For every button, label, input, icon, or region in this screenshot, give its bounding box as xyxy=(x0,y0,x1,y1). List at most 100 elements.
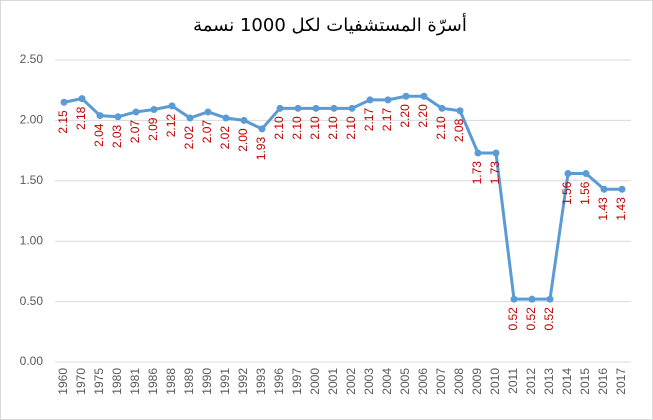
y-tick-label: 0.00 xyxy=(20,354,44,368)
x-tick-label: 1981 xyxy=(128,368,142,395)
data-point xyxy=(582,170,590,178)
data-label: 2.10 xyxy=(308,116,322,140)
x-tick-label: 1986 xyxy=(146,368,160,395)
data-point xyxy=(240,116,248,124)
data-point xyxy=(294,104,302,112)
data-point xyxy=(366,96,374,104)
x-tick-label: 2002 xyxy=(344,368,358,395)
y-tick-label: 2.00 xyxy=(20,113,44,127)
data-point xyxy=(168,102,176,110)
data-point xyxy=(456,107,464,115)
x-tick-label: 1997 xyxy=(290,368,304,395)
data-label: 0.52 xyxy=(524,307,538,331)
x-tick-label: 1970 xyxy=(74,368,88,395)
data-point xyxy=(384,96,392,104)
x-tick-label: 2005 xyxy=(398,368,412,395)
x-tick-label: 2011 xyxy=(506,368,520,394)
data-label: 2.04 xyxy=(92,123,106,147)
data-label: 1.43 xyxy=(614,197,628,221)
data-label: 2.17 xyxy=(380,108,394,132)
data-point xyxy=(600,185,608,193)
x-tick-label: 2012 xyxy=(524,368,538,395)
data-point xyxy=(258,125,266,133)
data-label: 2.07 xyxy=(200,120,214,144)
data-label: 2.20 xyxy=(398,104,412,128)
data-point xyxy=(420,92,428,100)
data-label: 2.02 xyxy=(182,126,196,150)
y-tick-label: 2.50 xyxy=(20,52,44,66)
data-point xyxy=(438,104,446,112)
data-label: 2.00 xyxy=(236,128,250,152)
x-tick-label: 2001 xyxy=(326,368,340,395)
x-tick-label: 2004 xyxy=(380,368,394,395)
x-tick-label: 2009 xyxy=(470,368,484,395)
data-point xyxy=(186,114,194,122)
data-point xyxy=(402,92,410,100)
data-label: 2.08 xyxy=(452,118,466,142)
data-point xyxy=(510,295,518,303)
data-point xyxy=(114,113,122,121)
x-tick-label: 2000 xyxy=(308,368,322,395)
data-point xyxy=(60,98,68,106)
x-tick-label: 2017 xyxy=(614,368,628,395)
x-tick-label: 1975 xyxy=(92,368,106,395)
data-label: 1.93 xyxy=(254,137,268,161)
x-tick-label: 1996 xyxy=(272,368,286,395)
x-tick-label: 1960 xyxy=(56,368,70,395)
data-label: 2.09 xyxy=(146,117,160,141)
data-label: 1.56 xyxy=(560,181,574,205)
data-label: 1.73 xyxy=(470,161,484,185)
data-label: 2.12 xyxy=(164,114,178,138)
data-label: 2.10 xyxy=(272,116,286,140)
data-point xyxy=(96,112,104,120)
x-tick-label: 2003 xyxy=(362,368,376,395)
x-tick-label: 2016 xyxy=(596,368,610,395)
data-point xyxy=(474,149,482,157)
x-tick-label: 1993 xyxy=(254,368,268,395)
data-point xyxy=(546,295,554,303)
x-tick-label: 2015 xyxy=(578,368,592,395)
data-label: 2.10 xyxy=(344,116,358,140)
data-point xyxy=(222,114,230,122)
data-label: 2.02 xyxy=(218,126,232,150)
data-label: 2.10 xyxy=(290,116,304,140)
data-label: 1.43 xyxy=(596,197,610,221)
data-point xyxy=(312,104,320,112)
data-label: 2.03 xyxy=(110,124,124,148)
data-label: 2.10 xyxy=(434,116,448,140)
data-point xyxy=(150,106,158,114)
data-point xyxy=(132,108,140,116)
data-label: 0.52 xyxy=(542,307,556,331)
data-label: 2.10 xyxy=(326,116,340,140)
x-tick-label: 1989 xyxy=(182,368,196,395)
x-tick-label: 1992 xyxy=(236,368,250,395)
y-tick-label: 0.50 xyxy=(20,294,44,308)
x-tick-label: 2008 xyxy=(452,368,466,395)
data-point xyxy=(618,185,626,193)
data-point xyxy=(276,104,284,112)
x-tick-label: 2006 xyxy=(416,368,430,395)
data-label: 2.07 xyxy=(128,120,142,144)
data-label: 2.15 xyxy=(56,110,70,134)
data-point xyxy=(564,170,572,178)
data-label: 1.73 xyxy=(488,161,502,185)
chart-title: أسرّة المستشفيات لكل 1000 نسمة xyxy=(193,13,467,36)
x-tick-label: 2013 xyxy=(542,368,556,395)
x-tick-label: 1990 xyxy=(200,368,214,395)
data-label: 2.20 xyxy=(416,104,430,128)
data-point xyxy=(528,295,536,303)
data-label: 0.52 xyxy=(506,307,520,331)
data-label: 1.56 xyxy=(578,181,592,205)
y-tick-label: 1.00 xyxy=(20,233,44,247)
data-point xyxy=(330,104,338,112)
y-tick-label: 1.50 xyxy=(20,173,44,187)
data-point xyxy=(78,95,86,103)
x-tick-label: 1980 xyxy=(110,368,124,395)
data-point xyxy=(204,108,212,116)
data-label: 2.17 xyxy=(362,108,376,132)
x-tick-label: 1991 xyxy=(218,368,232,395)
x-tick-label: 2010 xyxy=(488,368,502,395)
x-tick-label: 1988 xyxy=(164,368,178,395)
